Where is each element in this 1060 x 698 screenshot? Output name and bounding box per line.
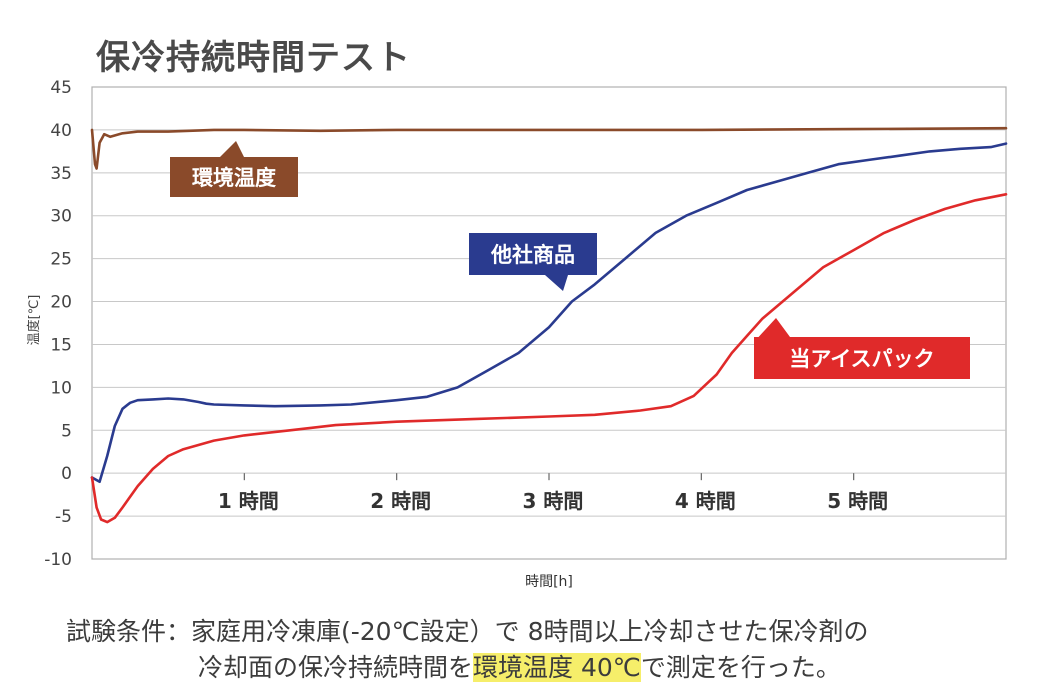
y-tick-label: 15 [50,335,72,355]
x-axis-label: 時間[h] [525,574,573,590]
series-line [90,126,1008,170]
caption-line-2: 冷却面の保冷持続時間を環境温度 40℃で測定を行った。 [198,648,1060,684]
series-line [90,142,1008,484]
series-lines [90,126,1008,524]
y-tick-label: 40 [50,121,72,141]
y-tick-label: 35 [50,164,72,184]
caption-line-2-suffix: で測定を行った。 [640,653,841,682]
annotation-label: 他社商品 [490,243,575,267]
callout-box [170,157,298,197]
x-tick-label: 2 時間 [370,489,431,513]
x-tick-label: 3 時間 [523,489,584,513]
callout-box [469,233,597,275]
y-tick-label: -5 [55,507,72,527]
plot-frame [91,86,1007,560]
y-tick-label: 0 [61,464,72,484]
y-tick-labels: -10 -5 0 5 10 15 20 25 30 35 40 45 [44,78,72,570]
series-line [90,193,1008,524]
callout-tail [545,275,568,291]
y-tick-label: 25 [50,250,72,270]
caption-line-1: 試験条件：家庭用冷凍庫(-20℃設定）で 8時間以上冷却させた保冷剤の [66,617,869,646]
y-tick-label: 5 [61,421,72,441]
callout-tail [754,318,790,342]
y-axis-label: 温度[℃] [26,295,42,346]
chart-svg: -10 -5 0 5 10 15 20 25 30 35 40 45 1 時間 2 時間 3 時間 4 時間… [26,78,1008,590]
annotation-label: 環境温度 [192,166,276,190]
y-tick-label: 20 [50,293,72,313]
annotation-callout: 当アイスパック [754,318,970,379]
x-tick-labels: 1 時間 2 時間 3 時間 4 時間 5 時間 [218,473,888,513]
y-tick-label: 30 [50,207,72,227]
annotation-callout: 環境温度 [170,141,298,197]
y-tick-label: 10 [50,378,72,398]
callout-tail [220,141,244,157]
y-tick-label: -10 [44,550,72,570]
annotation-callout: 他社商品 [469,233,597,291]
chart-title: 保冷持続時間テスト [96,38,411,78]
callout-box [754,337,970,379]
caption-highlight: 環境温度 40℃ [473,653,641,682]
caption-line-2-prefix: 冷却面の保冷持続時間を [198,653,474,682]
y-tick-label: 45 [50,78,72,98]
x-tick-label: 1 時間 [218,489,279,513]
annotation-label: 当アイスパック [789,347,934,371]
x-tick-label: 4 時間 [675,489,736,513]
x-tick-label: 5 時間 [827,489,888,513]
